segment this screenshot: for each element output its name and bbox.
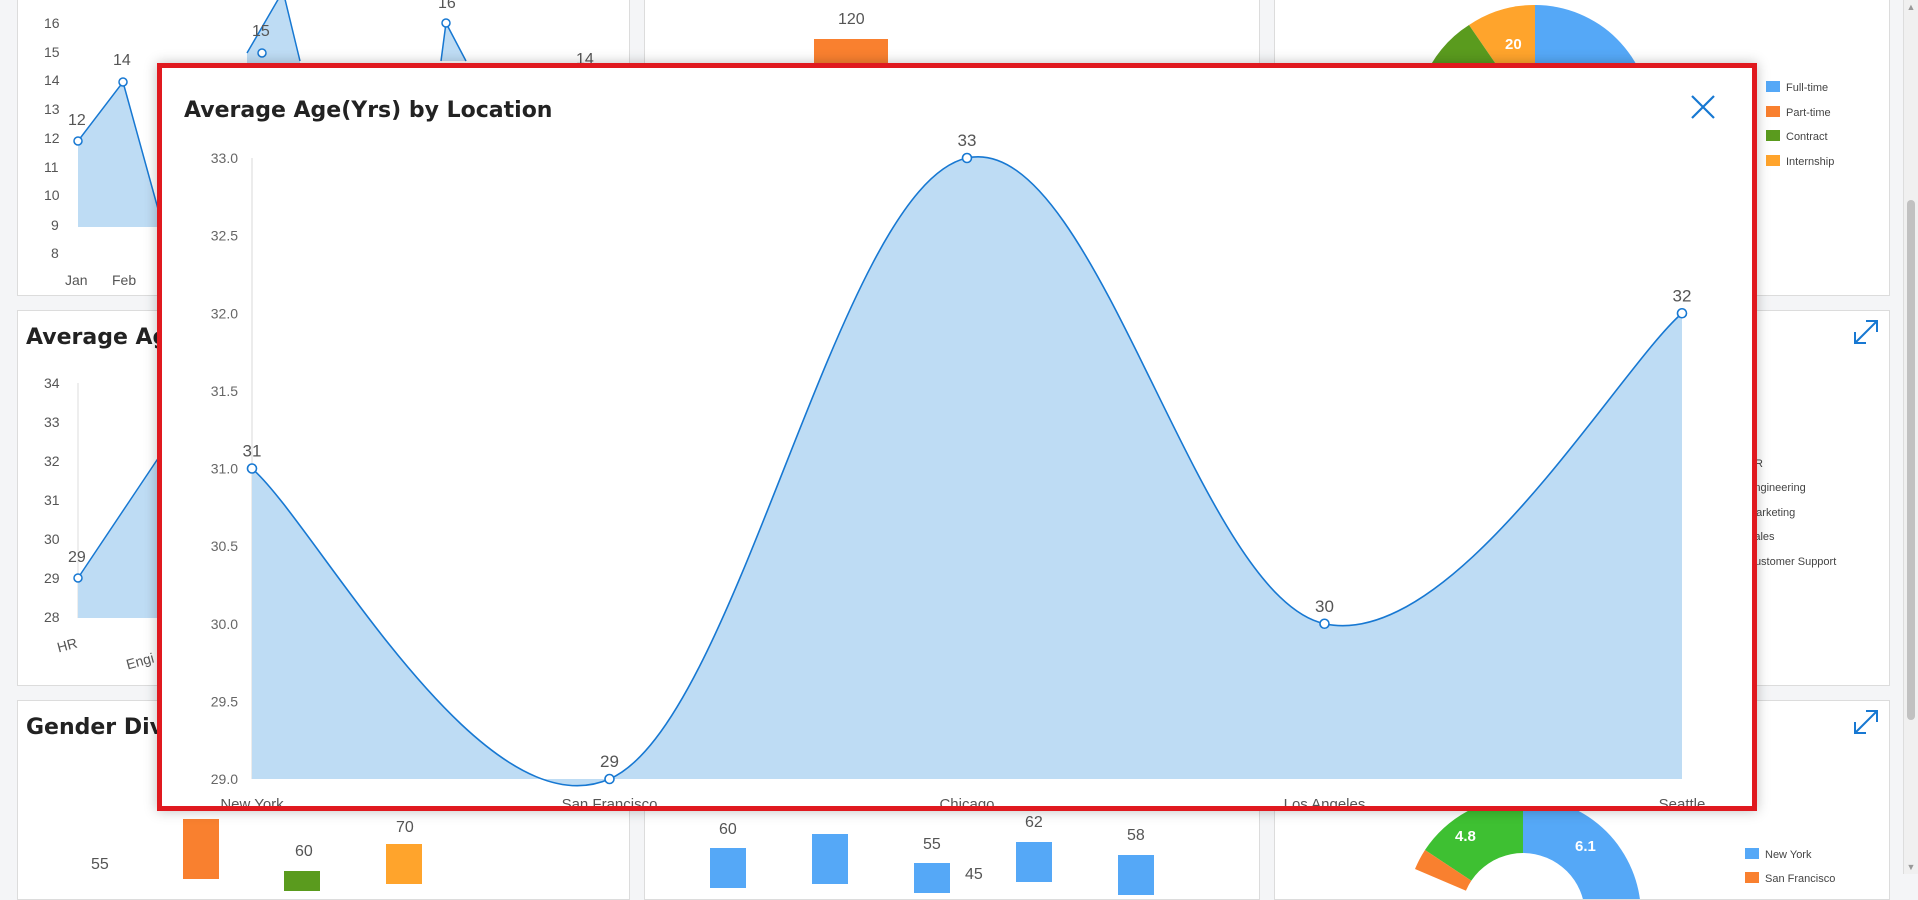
legend-item: Contract <box>1766 130 1828 143</box>
bar-value-label: 58 <box>1127 827 1145 844</box>
bar <box>1016 842 1052 882</box>
expand-icon[interactable] <box>1851 707 1881 737</box>
legend-label: Internship <box>1786 156 1835 168</box>
y-tick: 9 <box>51 217 59 233</box>
legend-label: Part-time <box>1786 107 1831 119</box>
x-tick-label: Los Angeles <box>1284 796 1366 806</box>
scroll-thumb[interactable] <box>1907 200 1915 720</box>
legend-label: Customer Support <box>1747 556 1837 568</box>
y-tick-label: 32.0 <box>211 305 238 321</box>
y-tick-label: 30.0 <box>211 616 238 632</box>
y-tick-label: 29.5 <box>211 693 238 709</box>
donut-label: 4.8 <box>1455 828 1476 845</box>
average-age-location-chart: 33.0 32.5 32.0 31.5 31.0 30.5 30.0 29.5 29.0 31 29… <box>211 131 1706 806</box>
data-label: 30 <box>1315 597 1334 616</box>
legend-label: Engineering <box>1747 482 1806 494</box>
y-tick: 29 <box>44 570 60 586</box>
y-tick: 10 <box>44 187 60 203</box>
y-tick: 13 <box>44 101 60 117</box>
x-tick-label: New York <box>220 796 284 806</box>
donut-label: 6.1 <box>1575 838 1596 855</box>
y-tick: 32 <box>44 453 60 469</box>
card-title: Gender Dive <box>26 715 179 740</box>
legend-label: San Francisco <box>1765 873 1836 885</box>
age-department-chart <box>73 383 164 618</box>
bar-value-label: 120 <box>838 11 865 28</box>
close-icon[interactable] <box>1688 92 1718 122</box>
y-tick-label: 29.0 <box>211 771 238 787</box>
data-label: 15 <box>252 23 270 40</box>
data-label: 29 <box>600 752 619 771</box>
expand-icon[interactable] <box>1851 317 1881 347</box>
legend-label: New York <box>1765 849 1812 861</box>
y-tick: 34 <box>44 375 60 391</box>
legend-item: Part-time <box>1766 106 1831 119</box>
data-label: 29 <box>68 549 86 566</box>
legend-item: Full-time <box>1766 81 1828 94</box>
bar-value-label: 60 <box>719 821 737 838</box>
data-label: 16 <box>438 0 456 12</box>
y-tick-label: 32.5 <box>211 228 238 244</box>
data-point <box>1676 307 1688 319</box>
data-label: 33 <box>958 131 977 150</box>
x-tick: Jan <box>65 272 88 288</box>
y-tick: 12 <box>44 130 60 146</box>
y-tick: 15 <box>44 44 60 60</box>
data-label: 14 <box>113 52 131 69</box>
legend-item: New York <box>1745 848 1811 861</box>
data-label: 31 <box>243 442 262 461</box>
y-tick: 30 <box>44 531 60 547</box>
bar <box>284 871 320 891</box>
data-point <box>1319 618 1330 630</box>
pie-label: 20 <box>1505 36 1522 53</box>
bar <box>1118 855 1154 895</box>
modal-title: Average Age(Yrs) by Location <box>184 98 553 123</box>
data-point <box>961 152 973 164</box>
y-tick-label: 30.5 <box>211 538 238 554</box>
y-tick-label: 33.0 <box>211 150 238 166</box>
legend-item: Engineering <box>1747 482 1806 494</box>
bar-value-label: 60 <box>295 843 313 860</box>
bar-value-label: 55 <box>923 836 941 853</box>
y-tick: 11 <box>44 159 59 175</box>
bar <box>710 848 746 888</box>
scroll-down-icon[interactable]: ▼ <box>1906 862 1916 872</box>
y-tick: 33 <box>44 414 60 430</box>
legend-item: Customer Support <box>1747 556 1836 568</box>
x-tick-label: Chicago <box>939 796 994 806</box>
y-tick: 14 <box>44 72 60 88</box>
bar-value-label: 70 <box>396 819 414 836</box>
legend-label: Full-time <box>1786 82 1829 94</box>
legend-label: Contract <box>1786 131 1828 143</box>
bar <box>914 863 950 893</box>
data-point <box>604 773 615 785</box>
bar-value-label: 45 <box>965 866 983 883</box>
chart-modal: Average Age(Yrs) by Location 33.0 32.5 32.… <box>157 63 1757 811</box>
legend-label: Marketing <box>1747 507 1796 519</box>
x-tick: Feb <box>112 272 137 288</box>
legend-item: Marketing <box>1747 507 1795 519</box>
bar <box>386 844 422 884</box>
data-point <box>246 463 258 474</box>
bar <box>812 834 848 884</box>
bar-value-label: 55 <box>91 856 109 873</box>
page-scrollbar[interactable]: ▲ ▼ <box>1903 0 1918 874</box>
y-tick: 31 <box>44 492 60 508</box>
bar-value-label: 62 <box>1025 814 1043 831</box>
scroll-up-icon[interactable]: ▲ <box>1906 2 1916 12</box>
legend-item: Internship <box>1766 155 1834 168</box>
y-tick: 16 <box>44 15 60 31</box>
x-tick-label: Seattle <box>1659 796 1706 806</box>
data-label: 32 <box>1673 286 1692 305</box>
x-tick-label: San Francisco <box>562 796 658 806</box>
y-tick: 28 <box>44 609 60 625</box>
bar <box>183 819 219 879</box>
y-tick-label: 31.0 <box>211 461 238 477</box>
data-label: 12 <box>68 112 86 129</box>
y-tick-label: 31.5 <box>211 383 238 399</box>
area-fill <box>252 156 1682 786</box>
y-tick: 8 <box>51 245 59 261</box>
